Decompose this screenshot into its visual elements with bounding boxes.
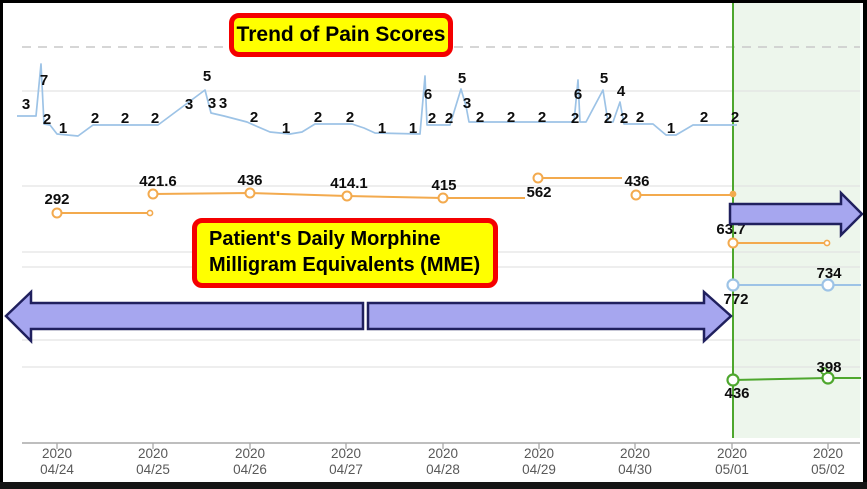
pain-score-label: 6 [574,86,582,103]
pain-score-label: 1 [667,120,675,137]
x-axis-date-year: 2020 [813,446,843,461]
pain-score-label: 1 [59,120,67,137]
x-axis-date-year: 2020 [235,446,265,461]
title-callout-box: Trend of Pain Scores [229,13,453,57]
pain-score-label: 2 [571,110,579,127]
mme-value-label: 415 [431,177,456,194]
left-arrow [4,289,365,345]
mme-end-dot [146,209,154,217]
pain-score-label: 2 [507,109,515,126]
pain-score-label: 3 [208,95,216,112]
x-axis-date-day: 04/29 [522,462,556,477]
pain-score-label: 5 [203,68,211,85]
blue-series-label: 734 [816,265,842,282]
pain-score-label: 2 [604,110,612,127]
frame-bottom [0,482,867,489]
mme-marker [147,188,159,200]
pain-score-label: 2 [43,111,51,128]
mme-marker [727,237,739,249]
blue-series-marker [726,278,740,292]
x-axis-date-year: 2020 [331,446,361,461]
mme-marker [244,187,256,199]
pain-score-label: 1 [282,120,290,137]
right-arrow [366,289,733,344]
pain-score-label: 6 [424,86,432,103]
mme-label-line2: Milligram Equivalents (MME) [209,254,481,276]
pain-score-label: 3 [463,95,471,112]
green-series-marker [726,373,740,387]
mme-segment [152,191,525,199]
mme-value-label: 436 [237,172,262,189]
x-axis-date-day: 04/28 [426,462,460,477]
mme-value-label: 292 [44,191,69,208]
pain-score-label: 2 [428,110,436,127]
green-series-label: 436 [724,385,749,402]
mme-marker [437,192,449,204]
mme-value-label: 562 [526,184,551,201]
green-series-small-marker [820,367,828,375]
pain-score-label: 2 [445,110,453,127]
blue-series-label: 772 [723,291,748,308]
green-series-label: 398 [816,359,841,376]
x-axis-date-day: 04/30 [618,462,652,477]
pain-score-label: 3 [22,96,30,113]
mme-callout-box: Patient's Daily Morphine Milligram Equiv… [192,218,498,288]
mme-value-label: 436 [624,173,649,190]
pain-score-label: 2 [151,110,159,127]
pain-score-label: 2 [636,109,644,126]
mme-label-line1: Patient's Daily Morphine [209,228,441,250]
x-axis-date-year: 2020 [717,446,747,461]
x-axis-date-year: 2020 [524,446,554,461]
pain-score-label: 2 [346,109,354,126]
pain-score-label: 3 [219,95,227,112]
x-axis-date-day: 04/26 [233,462,267,477]
pain-score-label: 4 [617,83,626,100]
x-axis-date-year: 2020 [42,446,72,461]
frame-top [0,0,867,3]
pain-score-label: 2 [91,110,99,127]
pain-score-label: 2 [476,109,484,126]
pain-score-label: 7 [40,72,48,89]
x-axis-date-day: 04/25 [136,462,170,477]
mme-value-label: 414.1 [330,175,368,192]
pain-score-label: 2 [121,110,129,127]
x-axis-date-day: 05/01 [715,462,749,477]
chart-title: Trend of Pain Scores [236,23,446,46]
pain-score-label: 2 [250,109,258,126]
pain-score-label: 2 [700,109,708,126]
pain-score-label: 5 [458,70,466,87]
x-axis-date-year: 2020 [620,446,650,461]
x-axis-date-day: 04/27 [329,462,363,477]
mme-marker [51,207,63,219]
mme-end-dot [823,239,831,247]
pain-score-line [17,63,737,137]
x-axis-date-year: 2020 [138,446,168,461]
x-axis-date-day: 05/02 [811,462,845,477]
pain-score-label: 2 [538,109,546,126]
mme-end-dot [729,190,737,198]
pain-score-label: 3 [185,96,193,113]
right-arrow [728,189,864,239]
pain-score-label: 2 [731,109,739,126]
mme-value-label: 421.6 [139,173,177,190]
mme-marker [341,190,353,202]
frame-right [863,0,867,489]
x-axis-date-year: 2020 [428,446,458,461]
pain-score-label: 1 [409,120,417,137]
frame-left [0,0,3,489]
pain-score-label: 2 [314,109,322,126]
mme-marker [532,172,544,184]
blue-series-marker [821,278,835,292]
green-series-marker [821,371,835,385]
x-axis-date-day: 04/24 [40,462,74,477]
pain-score-label: 2 [620,110,628,127]
mme-marker [630,189,642,201]
pain-score-label: 1 [378,120,386,137]
pain-score-label: 5 [600,70,608,87]
